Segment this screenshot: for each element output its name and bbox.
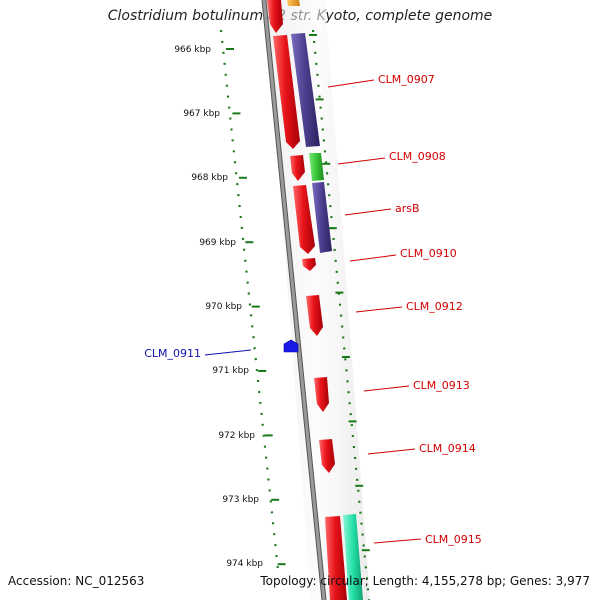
gene-label-clm-0908: CLM_0908 [389, 150, 446, 163]
gene-label-clm-0912: CLM_0912 [406, 300, 463, 313]
gene-clm-0907-partner[interactable] [291, 33, 320, 147]
tick-label: 973 kbp [222, 495, 259, 505]
topology-text: Topology: circular; Length: 4,155,278 bp… [260, 574, 590, 588]
gene-label-clm-0914: CLM_0914 [419, 442, 476, 455]
gene-clm-0915-partner[interactable] [343, 514, 363, 600]
gene-label-clm-0913: CLM_0913 [413, 379, 470, 392]
tick-label: 967 kbp [183, 109, 220, 119]
gene-label-clm-0911: CLM_0911 [144, 347, 201, 360]
gene-label-clm-0907: CLM_0907 [378, 73, 435, 86]
gene-clm-0915[interactable] [325, 516, 347, 600]
gene-clm-0908-partner[interactable] [309, 153, 324, 181]
tick-label: 971 kbp [212, 366, 249, 376]
gene-arsb-partner[interactable] [312, 182, 332, 253]
gene-clm-0908[interactable] [290, 155, 305, 181]
tick-label: 969 kbp [199, 238, 236, 248]
gene-label-clm-0915: CLM_0915 [425, 533, 482, 546]
gene-clm-0911[interactable] [283, 339, 299, 353]
gene-partial-top-red[interactable] [267, 0, 283, 33]
tick-label: 970 kbp [205, 302, 242, 312]
label-lines [204, 79, 422, 544]
tick-label: 966 kbp [174, 45, 211, 55]
gene-partial-top-orange[interactable] [287, 0, 300, 6]
gene-arsb[interactable] [293, 185, 315, 254]
gene-shapes [267, 0, 363, 600]
tick-labels: 966 kbp 967 kbp 968 kbp 969 kbp 970 kbp … [174, 45, 263, 569]
gene-clm-0912[interactable] [306, 295, 323, 336]
gene-label-arsb: arsB [395, 202, 420, 215]
gene-clm-0913[interactable] [314, 377, 329, 412]
accession-text: Accession: NC_012563 [8, 574, 145, 588]
gene-labels: CLM_0907 CLM_0908 arsB CLM_0910 CLM_0912… [144, 73, 482, 546]
gene-clm-0914[interactable] [319, 439, 335, 473]
tick-label: 974 kbp [226, 559, 263, 569]
tick-label: 968 kbp [191, 173, 228, 183]
gene-label-clm-0910: CLM_0910 [400, 247, 457, 260]
inner-scale-line [219, 29, 280, 571]
gene-clm-0907[interactable] [273, 35, 300, 149]
tick-label: 972 kbp [218, 431, 255, 441]
tick-marks [226, 34, 370, 566]
outer-scale-line [311, 29, 371, 600]
gene-clm-0910[interactable] [302, 258, 316, 271]
